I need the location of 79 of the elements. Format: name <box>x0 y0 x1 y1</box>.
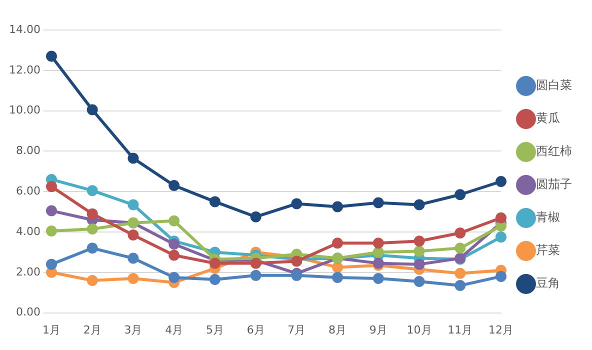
point <box>168 180 180 192</box>
point <box>168 215 180 226</box>
point <box>454 280 466 292</box>
point <box>86 242 98 254</box>
point <box>46 50 57 62</box>
point <box>250 270 262 281</box>
legend-label: 青椒 <box>536 210 560 224</box>
point <box>496 232 506 243</box>
x-tick-label: 11月 <box>448 323 473 336</box>
point <box>250 258 262 269</box>
point <box>46 181 57 192</box>
point <box>250 211 262 222</box>
point <box>372 272 384 284</box>
point <box>414 258 425 270</box>
x-tick-label: 9月 <box>369 323 388 336</box>
point <box>128 199 139 210</box>
x-tick-label: 6月 <box>246 323 265 336</box>
point <box>86 104 98 116</box>
legend-label: 豆角 <box>536 276 560 290</box>
point <box>372 246 384 258</box>
x-tick-label: 3月 <box>124 323 142 336</box>
point <box>496 220 506 232</box>
point <box>86 185 98 196</box>
point <box>332 238 344 249</box>
legend-label: 西红柿 <box>536 144 572 158</box>
y-tick-label: 12.00 <box>8 63 40 76</box>
point <box>86 274 98 286</box>
x-tick-label: 1月 <box>42 323 60 336</box>
y-tick-label: 2.00 <box>16 265 40 278</box>
legend-label: 芹菜 <box>536 243 560 258</box>
point <box>454 189 466 200</box>
x-tick-label: 4月 <box>165 323 184 336</box>
legend-label: 黄瓜 <box>536 111 560 126</box>
point <box>496 270 506 282</box>
point <box>168 250 180 261</box>
point <box>46 225 57 236</box>
y-tick-label: 4.00 <box>16 224 40 238</box>
point <box>168 238 180 250</box>
point <box>168 272 180 283</box>
x-tick-label: 2月 <box>83 323 102 336</box>
point <box>128 152 139 164</box>
point <box>496 176 506 187</box>
point <box>332 272 344 283</box>
legend-label: 圆茄子 <box>536 177 572 192</box>
point <box>454 228 466 239</box>
y-tick-label: 6.00 <box>16 184 40 198</box>
point <box>86 223 98 234</box>
point <box>454 268 466 279</box>
point <box>209 258 220 269</box>
point <box>46 205 57 216</box>
point <box>291 198 302 210</box>
x-tick-label: 10月 <box>406 323 432 336</box>
point <box>414 246 425 257</box>
point <box>496 212 506 224</box>
y-tick-label: 10.00 <box>8 104 40 117</box>
legend-label: 圆白菜 <box>536 78 572 92</box>
x-tick-label: 12月 <box>488 323 514 336</box>
point <box>128 252 139 264</box>
point <box>414 236 425 247</box>
y-tick-label: 14.00 <box>8 22 40 36</box>
x-tick-label: 7月 <box>288 323 306 336</box>
point <box>86 208 98 220</box>
point <box>209 196 220 208</box>
point <box>332 262 344 273</box>
point <box>128 230 139 241</box>
point <box>209 274 220 285</box>
point <box>46 258 57 270</box>
point <box>128 272 139 284</box>
x-tick-label: 8月 <box>328 323 347 336</box>
point <box>332 201 344 212</box>
x-tick-label: 5月 <box>206 323 224 336</box>
point <box>46 266 57 278</box>
point <box>372 197 384 208</box>
point <box>414 276 425 287</box>
y-tick-label: 0.00 <box>16 306 40 319</box>
point <box>372 238 384 249</box>
point <box>454 242 466 254</box>
y-tick-label: 8.00 <box>16 144 40 158</box>
point <box>414 199 425 210</box>
